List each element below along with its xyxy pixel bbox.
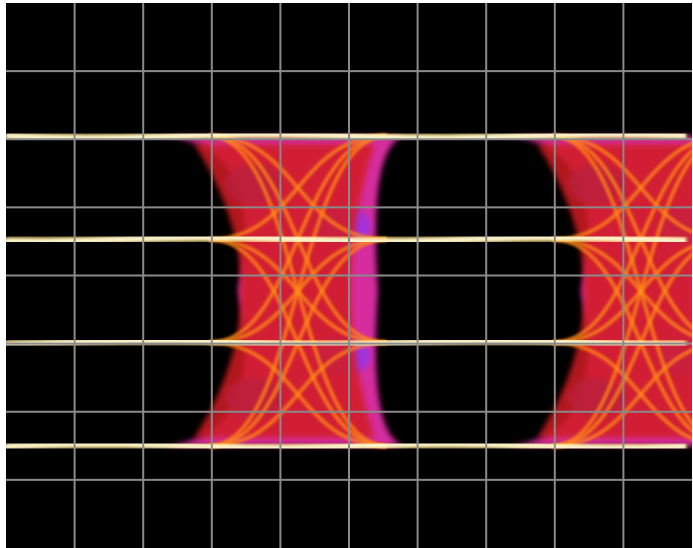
- eye-crossing-1: [164, 134, 405, 448]
- transition-trace: [552, 155, 692, 448]
- level-trace-level-2: [6, 230, 687, 249]
- level-trace-level-3: [6, 127, 687, 145]
- eye-crossing-2: [507, 134, 692, 448]
- transition-trace: [209, 134, 387, 448]
- eye-diagram-display: [6, 3, 692, 548]
- level-trace-level-0: [6, 436, 687, 455]
- eye-diagram-plot: [6, 3, 692, 548]
- crossing-core: [194, 144, 375, 438]
